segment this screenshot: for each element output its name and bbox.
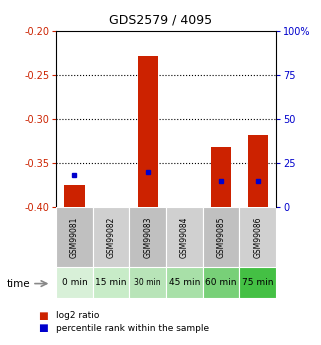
- Text: GSM99082: GSM99082: [107, 217, 116, 258]
- Bar: [65, 185, 84, 207]
- Text: log2 ratio: log2 ratio: [56, 311, 100, 320]
- Text: 0 min: 0 min: [62, 278, 87, 287]
- Text: 30 min: 30 min: [134, 278, 161, 287]
- Text: ■: ■: [39, 311, 48, 321]
- Text: GSM99081: GSM99081: [70, 217, 79, 258]
- Text: 45 min: 45 min: [169, 278, 200, 287]
- Text: GSM99084: GSM99084: [180, 216, 189, 258]
- Text: GSM99085: GSM99085: [217, 216, 226, 258]
- Text: 75 min: 75 min: [242, 278, 273, 287]
- Bar: [56, 267, 93, 298]
- Bar: [211, 147, 231, 207]
- Bar: [93, 207, 129, 267]
- Text: GDS2579 / 4095: GDS2579 / 4095: [109, 14, 212, 27]
- Text: time: time: [6, 279, 30, 288]
- Text: percentile rank within the sample: percentile rank within the sample: [56, 324, 209, 333]
- Bar: [203, 267, 239, 298]
- Bar: [93, 267, 129, 298]
- Bar: [129, 207, 166, 267]
- Bar: [239, 207, 276, 267]
- Text: 60 min: 60 min: [205, 278, 237, 287]
- Text: GSM99083: GSM99083: [143, 216, 152, 258]
- Bar: [203, 207, 239, 267]
- Bar: [166, 207, 203, 267]
- Bar: [138, 56, 158, 207]
- Text: ■: ■: [39, 324, 48, 333]
- Bar: [56, 207, 93, 267]
- Bar: [166, 267, 203, 298]
- Bar: [129, 267, 166, 298]
- Bar: [239, 267, 276, 298]
- Bar: [248, 135, 268, 207]
- Text: 15 min: 15 min: [95, 278, 127, 287]
- Text: GSM99086: GSM99086: [253, 216, 262, 258]
